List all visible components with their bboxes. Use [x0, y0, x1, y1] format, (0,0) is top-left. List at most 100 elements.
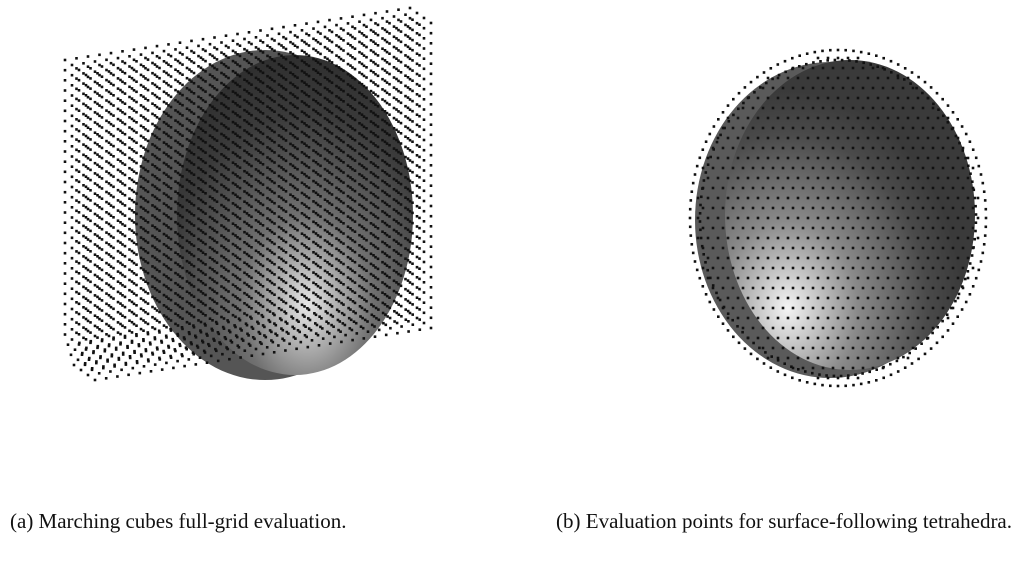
sample-point	[400, 264, 403, 267]
sample-point	[842, 127, 845, 130]
sample-point	[941, 336, 944, 339]
sample-point	[335, 146, 338, 149]
sample-point	[308, 115, 311, 118]
sample-point	[269, 87, 272, 90]
sample-point	[705, 293, 708, 296]
sample-point	[416, 52, 419, 55]
sample-point	[837, 237, 840, 240]
sample-point	[163, 182, 166, 185]
sample-point	[250, 124, 253, 127]
sample-point	[817, 317, 820, 320]
sample-point	[199, 356, 202, 359]
sample-point	[197, 167, 200, 170]
sample-point	[177, 253, 180, 256]
sample-point	[262, 163, 265, 166]
sample-point	[423, 251, 426, 254]
sample-point	[89, 77, 92, 80]
sample-point	[211, 146, 214, 149]
sample-point	[706, 269, 709, 272]
sample-point	[119, 89, 122, 92]
sample-point	[837, 57, 840, 60]
sample-point	[71, 135, 74, 138]
sample-point	[154, 246, 157, 249]
sample-point	[269, 138, 272, 141]
sample-point	[301, 60, 304, 63]
sample-point	[384, 130, 387, 133]
sample-point	[273, 110, 276, 113]
sample-point	[243, 282, 246, 285]
sample-point	[867, 357, 870, 360]
sample-point	[719, 299, 722, 302]
sample-point	[259, 29, 262, 32]
sample-point	[243, 180, 246, 183]
sample-point	[335, 105, 338, 108]
sample-point	[347, 185, 350, 188]
surface-points-illustration	[689, 49, 988, 388]
sample-point	[418, 237, 421, 240]
sample-point	[349, 105, 352, 108]
sample-point	[101, 177, 104, 180]
sample-point	[142, 167, 145, 170]
sample-point	[416, 144, 419, 147]
sample-point	[142, 207, 145, 210]
sample-point	[89, 67, 92, 70]
sample-point	[151, 285, 154, 288]
sample-point	[296, 97, 299, 100]
sample-point	[395, 281, 398, 284]
sample-point	[887, 237, 890, 240]
sample-point	[246, 293, 249, 296]
sample-point	[188, 160, 191, 163]
sample-point	[962, 247, 965, 250]
sample-point	[388, 113, 391, 116]
sample-point	[220, 92, 223, 95]
sample-point	[411, 212, 414, 215]
sample-point	[250, 73, 253, 76]
sample-point	[834, 59, 837, 62]
sample-point	[94, 81, 97, 84]
sample-point	[985, 226, 988, 229]
sample-point	[762, 87, 765, 90]
sample-point	[404, 44, 407, 47]
sample-point	[82, 133, 85, 136]
sample-point	[797, 197, 800, 200]
sample-point	[289, 122, 292, 125]
sample-point	[423, 139, 426, 142]
sample-point	[135, 213, 138, 216]
sample-point	[204, 151, 207, 154]
sample-point	[186, 280, 189, 283]
sample-point	[852, 147, 855, 150]
sample-point	[349, 298, 352, 301]
sample-point	[266, 309, 269, 312]
sample-point	[985, 217, 988, 220]
sample-point	[737, 217, 740, 220]
sample-point	[897, 74, 900, 77]
sample-point	[331, 224, 334, 227]
sample-point	[96, 255, 99, 258]
sample-point	[128, 319, 131, 322]
sample-point	[967, 197, 970, 200]
sample-point	[142, 136, 145, 139]
sample-point	[854, 373, 857, 376]
sample-point	[827, 337, 830, 340]
sample-point	[837, 177, 840, 180]
sample-point	[85, 236, 88, 239]
sample-point	[220, 173, 223, 176]
sample-point	[308, 197, 311, 200]
sample-point	[128, 330, 131, 333]
sample-point	[411, 69, 414, 72]
sample-point	[370, 181, 373, 184]
sample-point	[418, 84, 421, 87]
sample-point	[962, 147, 965, 150]
sample-point	[312, 221, 315, 224]
sample-point	[407, 127, 410, 130]
sample-point	[127, 374, 130, 377]
sample-point	[193, 112, 196, 115]
sample-point	[64, 333, 67, 336]
sample-point	[124, 265, 127, 268]
sample-point	[108, 121, 111, 124]
sample-point	[326, 78, 329, 81]
sample-point	[227, 260, 230, 263]
sample-point	[418, 217, 421, 220]
sample-point	[877, 77, 880, 80]
sample-point	[197, 207, 200, 210]
